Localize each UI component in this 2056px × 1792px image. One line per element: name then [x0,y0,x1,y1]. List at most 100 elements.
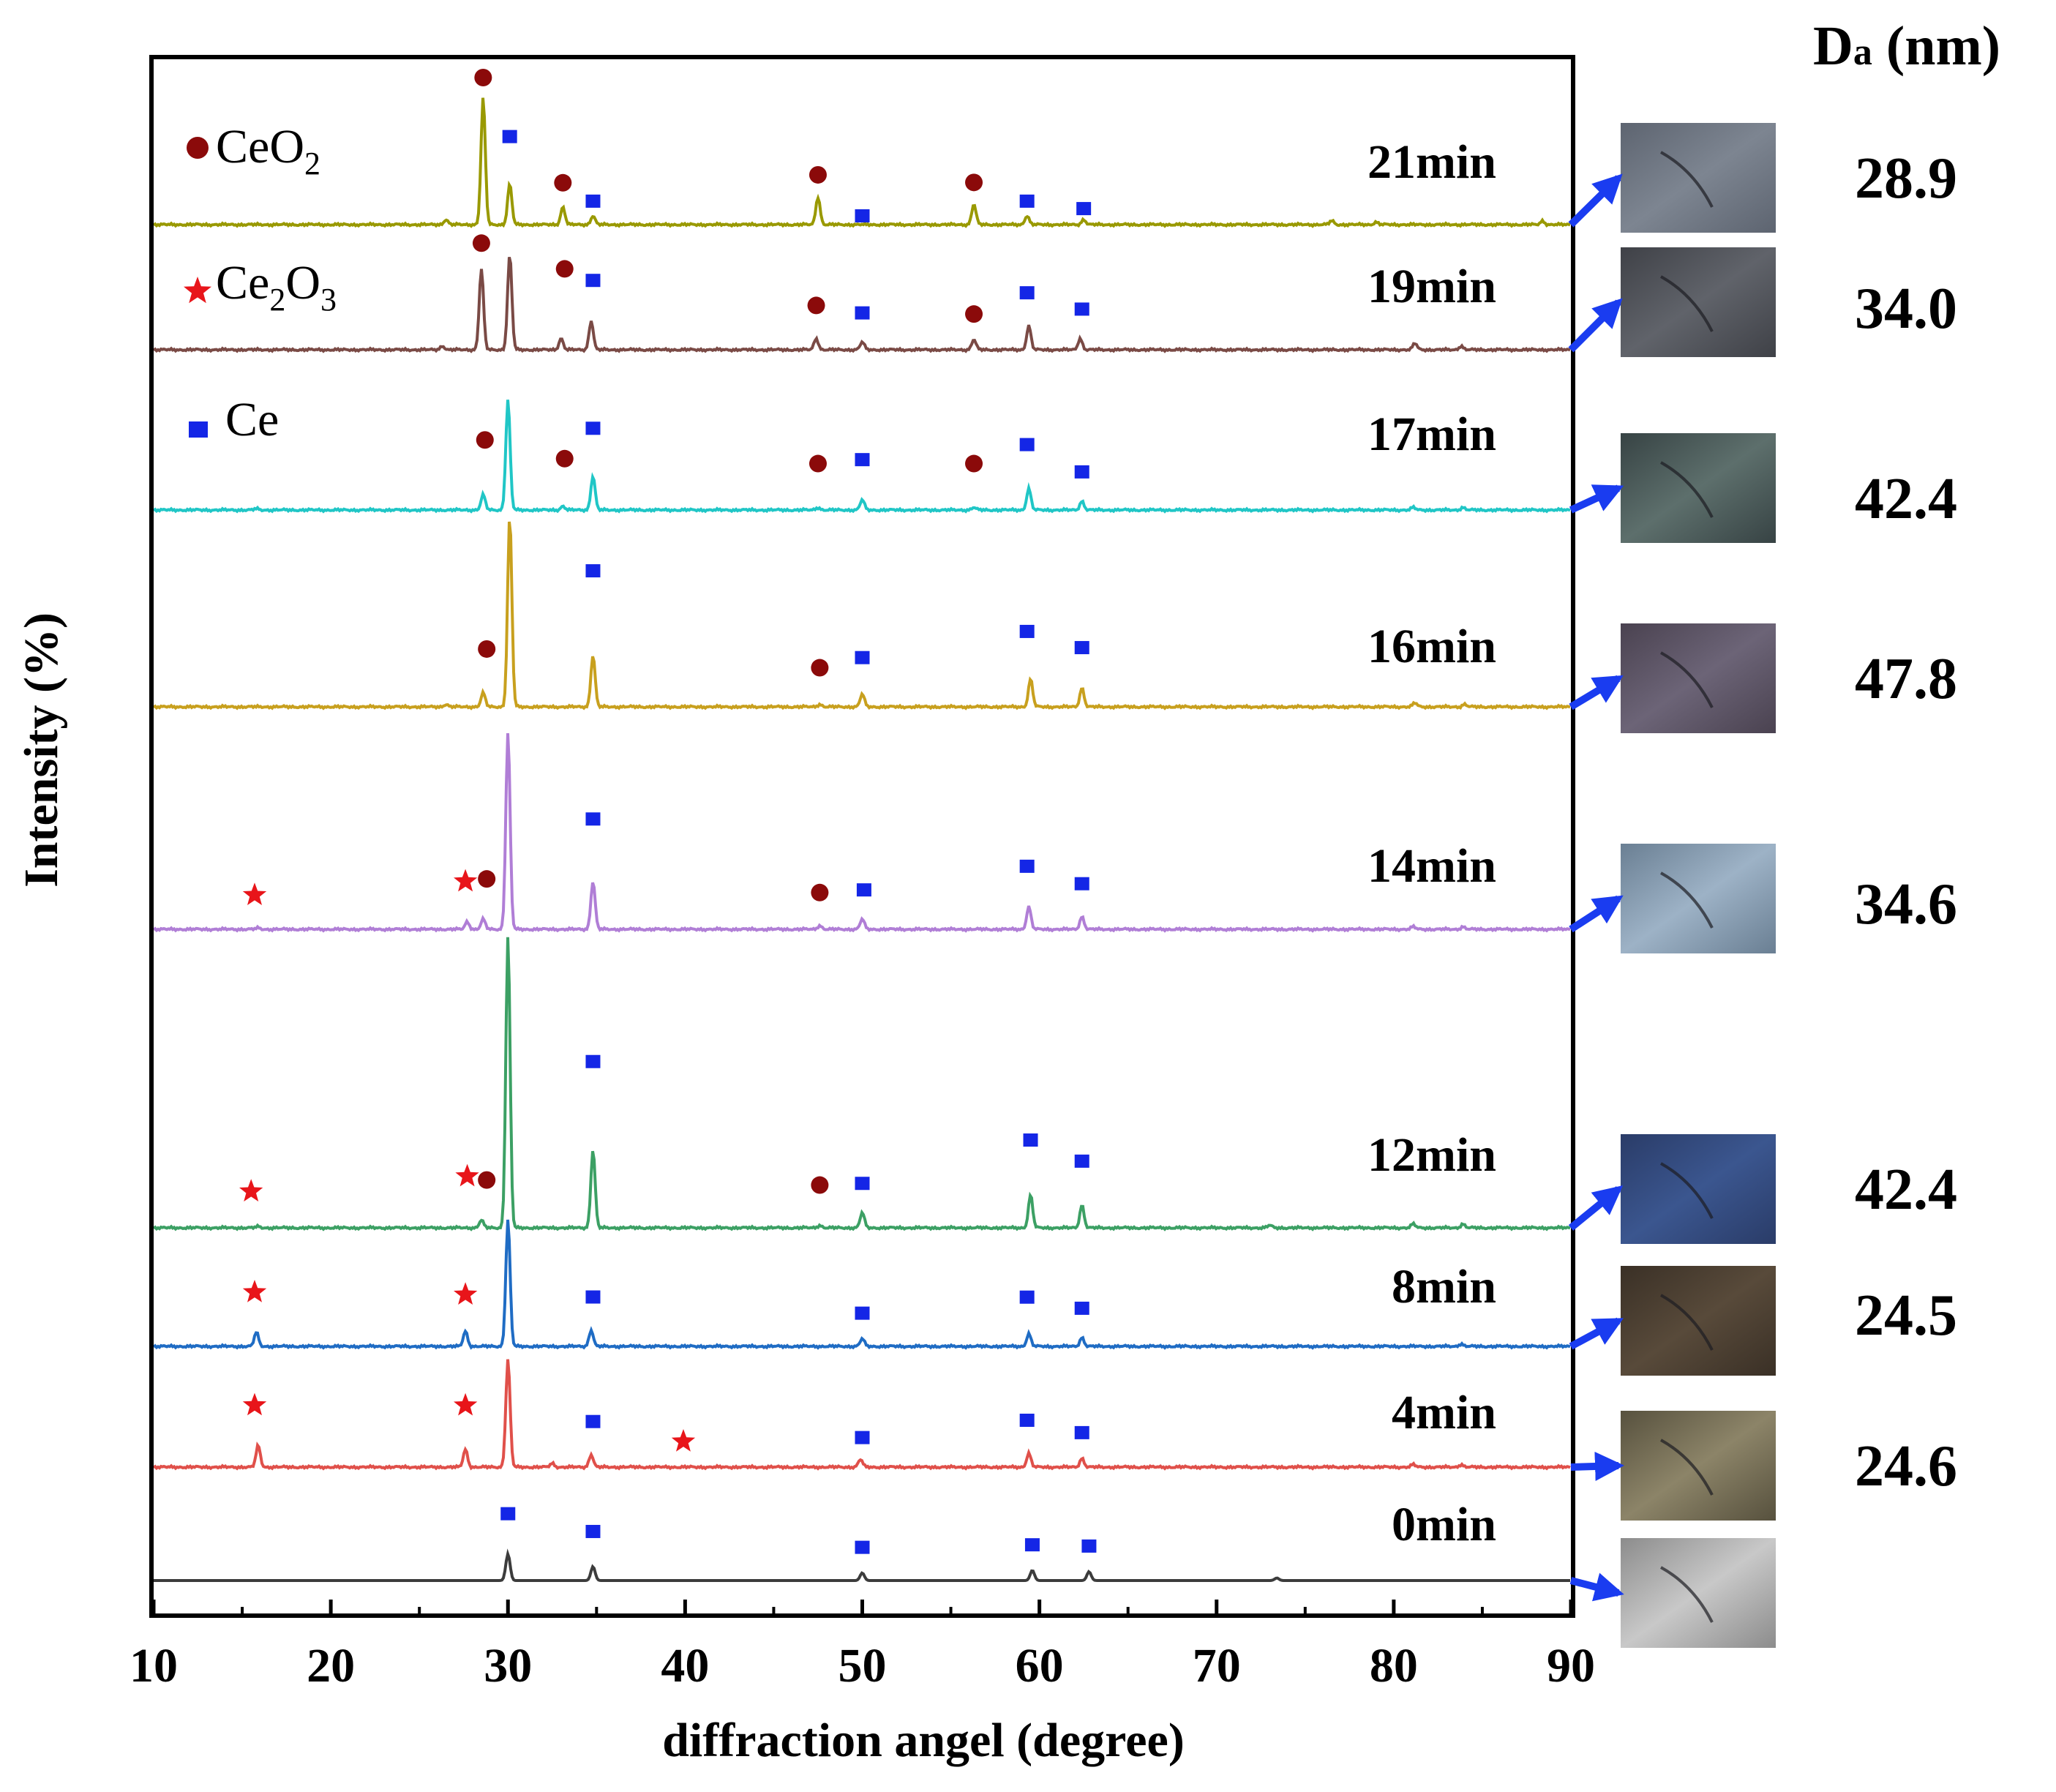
sample-images [1621,123,1776,1648]
legend-ceo2-marker [187,137,209,159]
arrow-19min [1568,298,1623,353]
marker-21min-circle-0 [474,69,492,86]
x-axis-title: diffraction angel (degree) [662,1714,1185,1767]
series-label-14min: 14min [1367,839,1496,893]
sample-image-0min [1621,1538,1776,1648]
marker-14min-square-7 [1074,877,1089,891]
marker-0min-square-0 [500,1507,516,1521]
marker-12min-star-1 [455,1163,479,1187]
arrow-0min [1569,1572,1624,1602]
marker-14min-circle-4 [811,883,829,901]
marker-12min-circle-4 [811,1176,829,1194]
marker-21min-square-1 [502,130,517,143]
sample-scratch-0min [1660,1566,1714,1623]
series-line-21min [152,97,1571,228]
series-line-8min [152,1219,1571,1350]
sample-scratch-12min [1660,1162,1714,1219]
marker-14min-star-1 [454,869,478,892]
marker-8min-square-5 [1074,1301,1089,1315]
arrow-21min [1568,173,1623,228]
marker-17min-square-2 [585,421,601,435]
marker-16min-square-1 [585,564,601,578]
da-column-header: Da (nm) [1813,15,2000,77]
marker-19min-square-6 [1019,286,1035,300]
da-value-16min: 47.8 [1855,647,1957,711]
sample-image-8min [1621,1266,1776,1376]
marker-21min-square-7 [1019,194,1035,208]
x-tick-label: 20 [307,1639,355,1692]
da-value-8min: 24.5 [1855,1283,1957,1348]
series-label-4min: 4min [1392,1386,1496,1439]
series-line-17min [152,400,1571,514]
marker-17min-circle-3 [808,454,827,473]
sample-image-16min [1621,623,1776,733]
marker-4min-square-4 [855,1431,870,1444]
marker-21min-circle-2 [554,173,572,192]
marker-4min-square-5 [1019,1413,1035,1427]
series-line-14min [152,733,1571,933]
sample-image-19min [1621,247,1776,357]
marker-19min-circle-1 [555,260,574,278]
marker-14min-square-3 [585,812,601,826]
sample-scratch-16min [1660,651,1714,708]
arrow-8min [1569,1317,1624,1350]
y-axis-title: Intensity (%) [15,612,68,888]
sample-image-4min [1621,1411,1776,1521]
sample-scratch-19min [1660,275,1714,332]
marker-17min-circle-0 [476,431,494,449]
marker-17min-square-7 [1074,465,1089,479]
marker-4min-star-1 [454,1392,478,1416]
marker-8min-star-1 [454,1282,478,1305]
series-label-8min: 8min [1392,1260,1496,1313]
series-label-16min: 16min [1367,620,1496,673]
marker-16min-square-4 [1019,624,1035,638]
marker-8min-star-0 [242,1280,267,1302]
da-value-4min: 24.6 [1855,1434,1957,1499]
sample-scratch-17min [1660,461,1714,518]
marker-16min-square-5 [1074,641,1089,655]
marker-8min-square-4 [1019,1290,1035,1304]
arrow-4min [1570,1451,1624,1481]
sample-arrows [1568,173,1624,1602]
arrow-16min [1569,675,1624,711]
da-value-14min: 34.6 [1855,872,1957,937]
marker-14min-circle-2 [478,870,496,888]
marker-21min-square-8 [1076,202,1092,216]
marker-14min-star-0 [242,882,267,905]
sample-image-12min [1621,1134,1776,1244]
marker-12min-square-5 [855,1177,870,1191]
marker-4min-square-6 [1074,1425,1089,1439]
arrow-12min [1568,1185,1624,1231]
da-value-21min: 28.9 [1855,146,1957,211]
marker-12min-circle-2 [478,1171,496,1189]
series-line-4min [152,1359,1571,1471]
marker-19min-square-7 [1074,302,1089,316]
x-tick-label: 10 [130,1639,178,1692]
marker-0min-square-1 [585,1524,601,1538]
marker-14min-square-5 [856,883,871,897]
x-tick-label: 50 [838,1639,887,1692]
da-value-19min: 34.0 [1855,277,1957,341]
sample-image-14min [1621,844,1776,953]
marker-12min-square-6 [1023,1133,1038,1147]
series-label-21min: 21min [1367,135,1496,189]
arrow-17min [1569,484,1624,514]
marker-8min-square-3 [855,1306,870,1320]
series-label-19min: 19min [1367,260,1496,313]
legend-ce2o3-marker [184,277,211,304]
legend-ce-marker [189,421,208,438]
marker-21min-circle-6 [965,173,983,192]
phase-markers [239,69,1097,1554]
sample-image-17min [1621,433,1776,543]
arrow-14min [1569,895,1624,933]
marker-19min-circle-3 [807,296,825,315]
series-label-12min: 12min [1367,1128,1496,1182]
sample-scratch-21min [1660,151,1714,208]
plot-frame [149,55,1575,1618]
x-axis-ticks: 10 20 30 40 50 60 70 80 90 [130,1600,1595,1692]
marker-0min-square-4 [1081,1539,1097,1553]
x-tick-label: 80 [1370,1639,1418,1692]
marker-17min-circle-5 [965,454,983,473]
legend-ce2o3-label: Ce2O3 [216,256,337,318]
